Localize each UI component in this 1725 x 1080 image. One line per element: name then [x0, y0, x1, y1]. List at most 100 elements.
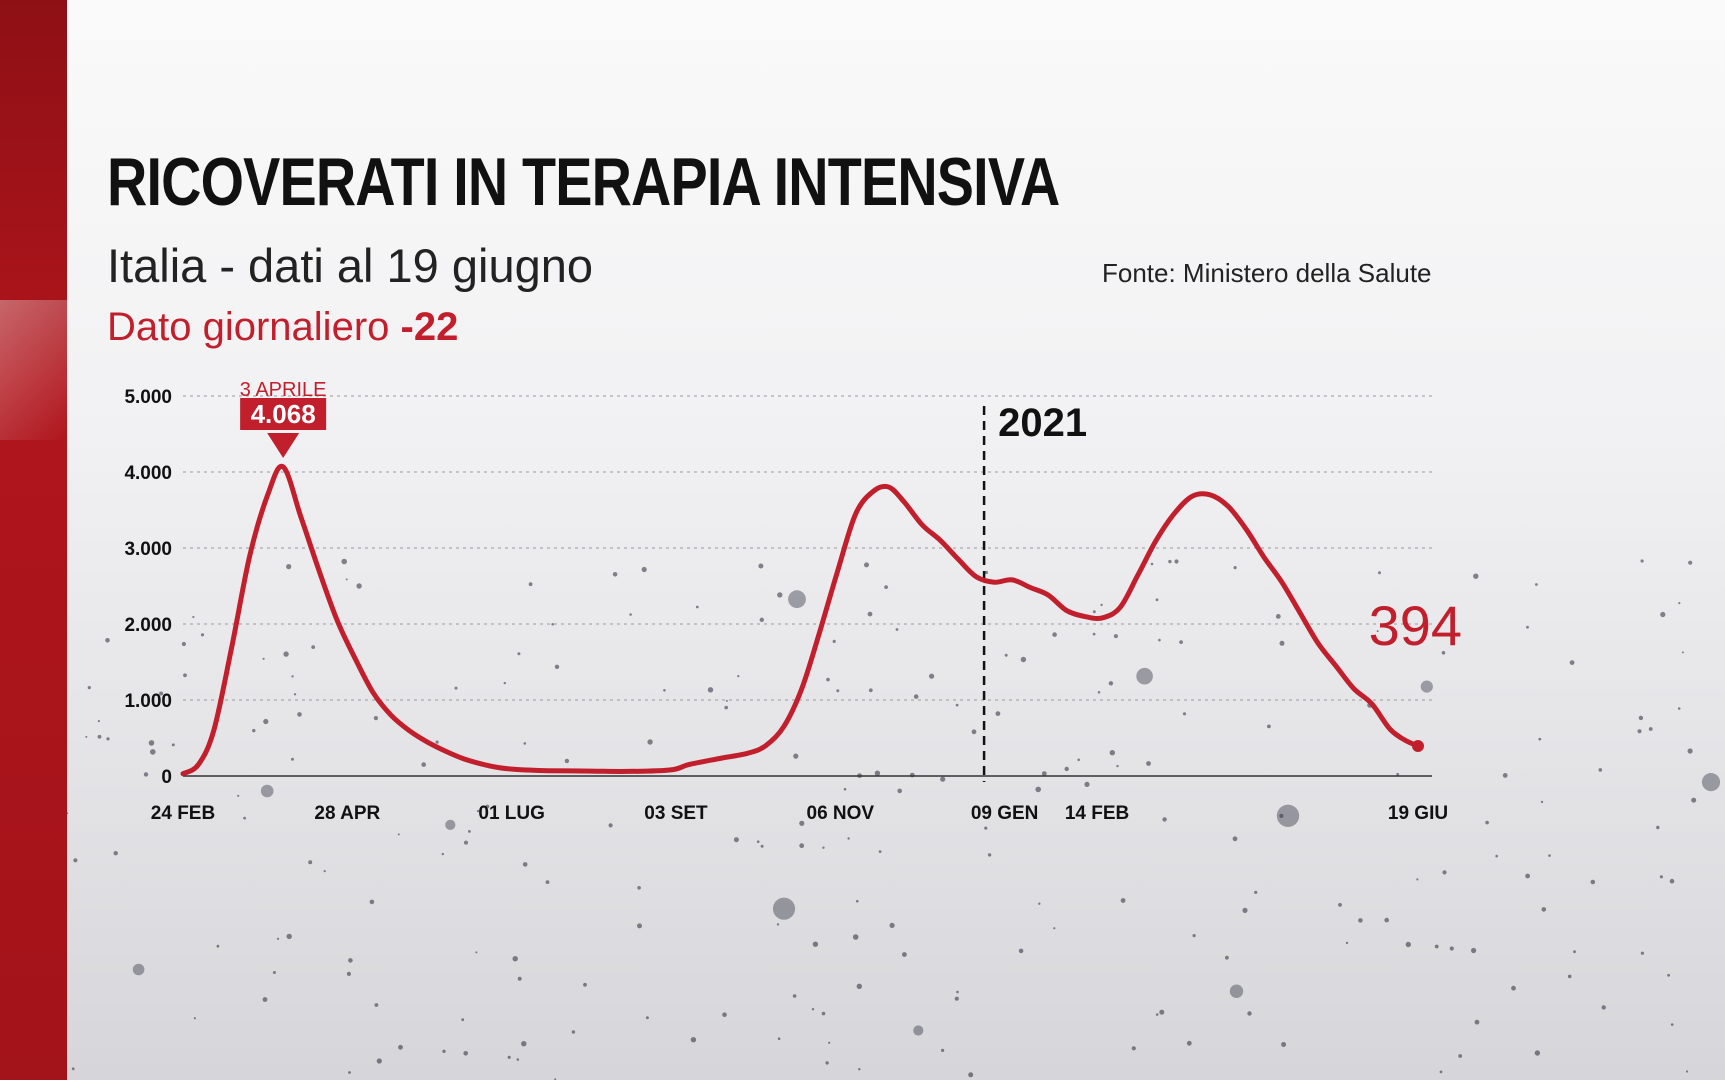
speckle-dot	[1471, 947, 1477, 954]
speckle-dot	[148, 740, 155, 746]
speckle-dot	[159, 691, 164, 696]
speckle-dot	[445, 819, 456, 831]
speckle-dot	[551, 623, 554, 626]
speckle-dot	[73, 858, 78, 863]
speckle-dot	[1685, 1070, 1689, 1073]
speckle-dot	[373, 716, 378, 721]
speckle-dot	[695, 605, 699, 609]
speckle-dot	[1109, 750, 1116, 756]
speckle-dot	[843, 787, 847, 791]
speckle-dot	[1677, 707, 1681, 710]
y-tick-label: 3.000	[124, 539, 172, 560]
speckle-dot	[1590, 879, 1596, 885]
speckle-dot	[1670, 1023, 1674, 1026]
last-point-dot	[1412, 740, 1424, 753]
speckle-dot	[216, 944, 220, 948]
y-axis: 0 1.000 2.000 3.000 4.000 5.000	[124, 387, 172, 788]
speckle-dot	[1439, 1070, 1443, 1074]
speckle-dot	[777, 592, 783, 598]
speckle-dot	[1004, 653, 1008, 657]
speckle-dot	[105, 638, 110, 643]
speckle-dot	[512, 956, 518, 962]
speckle-dot	[1131, 1046, 1136, 1051]
speckle-dot	[1640, 559, 1644, 563]
speckle-dot	[897, 788, 902, 794]
speckle-dot	[346, 971, 351, 977]
speckle-dot	[356, 583, 362, 589]
speckle-dot	[690, 1037, 697, 1043]
speckle-dot	[1174, 559, 1179, 564]
x-tick-label: 19 GIU	[1388, 803, 1448, 824]
speckle-dot	[1442, 870, 1447, 875]
speckle-dot	[323, 870, 326, 873]
speckle-dot	[475, 951, 478, 954]
chart-title: RICOVERATI IN TERAPIA INTENSIVA	[107, 144, 1060, 220]
speckle-dot	[759, 617, 764, 622]
speckle-dot	[724, 705, 728, 710]
speckle-dot	[1182, 712, 1187, 716]
speckle-dot	[884, 585, 888, 589]
speckle-dot	[1511, 985, 1516, 991]
x-tick-label: 06 NOV	[807, 803, 875, 824]
speckle-dot	[878, 850, 882, 853]
speckle-dot	[760, 844, 764, 848]
speckle-dot	[1405, 941, 1412, 948]
speckle-dot	[461, 1018, 465, 1022]
speckle-dot	[516, 1058, 520, 1061]
speckle-dot	[995, 711, 1001, 716]
speckle-dot	[929, 673, 935, 679]
speckle-dot	[1569, 660, 1575, 665]
speckle-dot	[85, 735, 88, 738]
speckle-dot	[1159, 1009, 1165, 1015]
speckle-dot	[812, 941, 819, 947]
speckle-dot	[1396, 772, 1400, 776]
speckle-dot	[612, 572, 618, 577]
speckle-dot	[1158, 638, 1161, 642]
last-value-label: 394	[1369, 594, 1462, 657]
speckle-dot	[1225, 955, 1229, 960]
series-line	[180, 463, 1421, 777]
speckle-dot	[1120, 898, 1126, 903]
speckle-dot	[1638, 715, 1644, 721]
speckle-dot	[1540, 800, 1544, 804]
speckle-dot	[237, 794, 240, 797]
speckle-dot	[725, 699, 728, 702]
speckle-dot	[1688, 560, 1693, 565]
speckle-dot	[262, 997, 268, 1002]
speckle-dot	[756, 840, 760, 843]
speckle-dot	[811, 1008, 815, 1011]
speckle-dot	[1659, 875, 1663, 879]
speckle-dot	[523, 742, 527, 745]
speckle-dot	[1052, 632, 1057, 637]
x-axis: 24 FEB 28 APR 01 LUG 03 SET 06 NOV 09 GEN 14 F…	[151, 775, 1448, 824]
speckle-dot	[276, 937, 280, 940]
speckle-dot	[308, 860, 313, 865]
y-tick-label: 0	[161, 767, 172, 788]
red-side-band	[0, 0, 67, 1080]
speckle-dot	[192, 615, 195, 619]
speckle-dot	[286, 933, 292, 940]
speckle-dot	[1534, 1050, 1541, 1056]
speckle-dot	[1648, 727, 1653, 731]
speckle-dot	[1247, 1011, 1252, 1016]
speckle-dot	[788, 590, 806, 609]
speckle-dot	[132, 963, 145, 976]
speckle-dot	[374, 1003, 379, 1007]
speckle-dot	[106, 737, 110, 741]
speckle-dot	[1640, 951, 1644, 955]
speckle-dot	[913, 694, 919, 699]
speckle-dot	[348, 958, 353, 963]
speckle-dot	[348, 1071, 351, 1074]
y-tick-label: 4.000	[124, 463, 172, 484]
speckle-dot	[1279, 813, 1284, 819]
speckle-dot	[200, 633, 205, 637]
speckle-dot	[1192, 934, 1196, 938]
speckle-dot	[955, 703, 959, 707]
peak-pointer-triangle	[267, 433, 300, 458]
speckle-dot	[463, 1051, 469, 1056]
speckle-dot	[984, 570, 989, 575]
speckle-dot	[1345, 941, 1349, 945]
speckle-dot	[864, 562, 869, 568]
speckle-dot	[564, 758, 570, 764]
